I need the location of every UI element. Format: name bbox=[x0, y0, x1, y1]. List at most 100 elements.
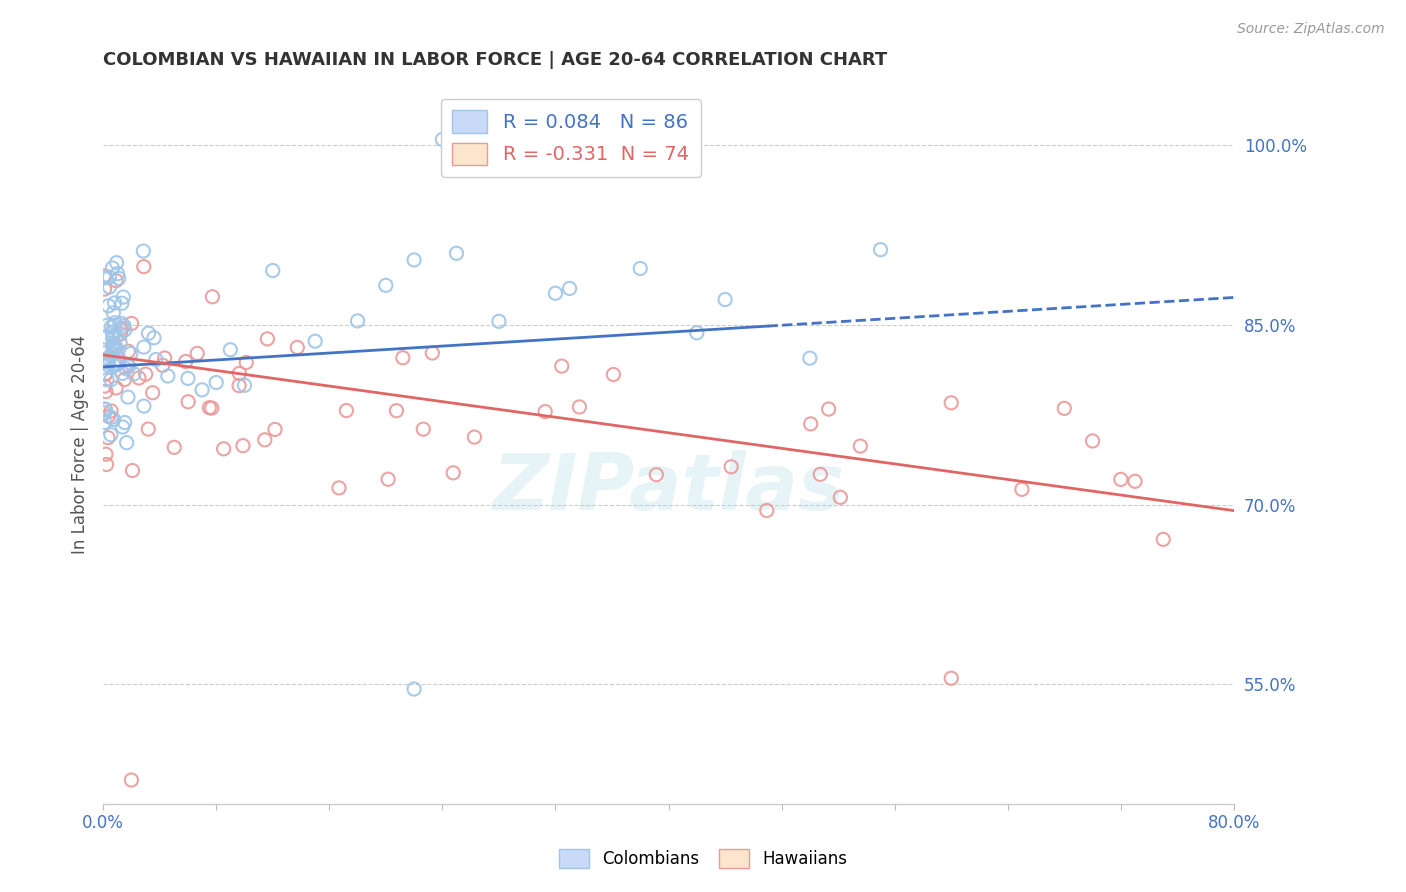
Point bbox=[153, 351, 176, 365]
Point bbox=[145, 352, 167, 367]
Point bbox=[108, 336, 131, 351]
Point bbox=[714, 293, 737, 307]
Point bbox=[720, 459, 742, 474]
Point bbox=[941, 396, 963, 410]
Point bbox=[105, 255, 128, 269]
Point bbox=[110, 317, 132, 331]
Point bbox=[142, 385, 165, 400]
Point bbox=[98, 270, 121, 285]
Point bbox=[103, 318, 125, 333]
Point bbox=[346, 314, 368, 328]
Point bbox=[93, 406, 115, 420]
Point bbox=[335, 403, 357, 417]
Point bbox=[262, 263, 284, 277]
Point bbox=[136, 422, 159, 436]
Point bbox=[115, 361, 138, 376]
Point bbox=[101, 325, 124, 339]
Point bbox=[212, 442, 235, 456]
Point bbox=[544, 286, 567, 301]
Point bbox=[432, 132, 454, 146]
Point bbox=[103, 412, 125, 426]
Point bbox=[869, 243, 891, 257]
Point bbox=[100, 404, 122, 418]
Point bbox=[96, 330, 118, 344]
Point bbox=[420, 346, 443, 360]
Point bbox=[1109, 472, 1132, 486]
Point bbox=[256, 332, 278, 346]
Point bbox=[100, 349, 122, 363]
Point bbox=[104, 358, 127, 372]
Point bbox=[94, 401, 117, 416]
Point bbox=[97, 409, 120, 424]
Point bbox=[645, 467, 668, 482]
Point bbox=[488, 314, 510, 328]
Point bbox=[104, 341, 127, 355]
Point bbox=[111, 367, 134, 381]
Point bbox=[132, 399, 155, 413]
Point bbox=[118, 359, 141, 373]
Text: Source: ZipAtlas.com: Source: ZipAtlas.com bbox=[1237, 22, 1385, 37]
Point bbox=[96, 458, 118, 472]
Point bbox=[105, 381, 128, 395]
Point bbox=[135, 367, 157, 381]
Point bbox=[94, 384, 117, 399]
Point bbox=[100, 410, 122, 425]
Point bbox=[404, 681, 426, 696]
Point bbox=[253, 433, 276, 447]
Point bbox=[441, 466, 464, 480]
Y-axis label: In Labor Force | Age 20-64: In Labor Force | Age 20-64 bbox=[72, 335, 89, 554]
Point bbox=[94, 367, 117, 381]
Point bbox=[174, 354, 197, 368]
Point bbox=[686, 326, 709, 340]
Point bbox=[156, 369, 179, 384]
Point bbox=[808, 467, 831, 482]
Point bbox=[93, 346, 115, 360]
Point bbox=[800, 417, 823, 431]
Point bbox=[412, 422, 434, 436]
Point bbox=[191, 383, 214, 397]
Point bbox=[219, 343, 242, 357]
Point bbox=[205, 376, 228, 390]
Point bbox=[114, 416, 136, 430]
Point bbox=[97, 431, 120, 445]
Point bbox=[104, 330, 127, 344]
Point bbox=[201, 401, 224, 415]
Text: COLOMBIAN VS HAWAIIAN IN LABOR FORCE | AGE 20-64 CORRELATION CHART: COLOMBIAN VS HAWAIIAN IN LABOR FORCE | A… bbox=[103, 51, 887, 69]
Point bbox=[377, 472, 399, 486]
Point bbox=[114, 372, 136, 386]
Point bbox=[112, 318, 135, 333]
Point bbox=[107, 357, 129, 371]
Point bbox=[328, 481, 350, 495]
Point bbox=[228, 367, 250, 381]
Point bbox=[201, 290, 224, 304]
Point bbox=[198, 401, 221, 415]
Point bbox=[941, 671, 963, 685]
Point bbox=[285, 341, 308, 355]
Point bbox=[93, 268, 115, 283]
Point bbox=[107, 271, 129, 285]
Point bbox=[392, 351, 415, 365]
Point bbox=[628, 261, 651, 276]
Point bbox=[112, 290, 135, 304]
Point bbox=[551, 359, 574, 373]
Point bbox=[93, 379, 115, 393]
Point bbox=[93, 355, 115, 369]
Point bbox=[97, 358, 120, 372]
Point bbox=[103, 359, 125, 373]
Point bbox=[111, 420, 134, 434]
Point bbox=[228, 378, 250, 392]
Point bbox=[446, 246, 468, 260]
Point bbox=[103, 306, 125, 320]
Point bbox=[97, 351, 120, 366]
Point bbox=[103, 338, 125, 352]
Point bbox=[117, 390, 139, 404]
Point bbox=[404, 252, 426, 267]
Point bbox=[94, 402, 117, 417]
Point bbox=[107, 267, 129, 281]
Point bbox=[98, 280, 121, 294]
Point bbox=[558, 281, 581, 295]
Point bbox=[143, 331, 166, 345]
Point bbox=[93, 271, 115, 285]
Legend: Colombians, Hawaiians: Colombians, Hawaiians bbox=[553, 842, 853, 875]
Point bbox=[138, 326, 160, 341]
